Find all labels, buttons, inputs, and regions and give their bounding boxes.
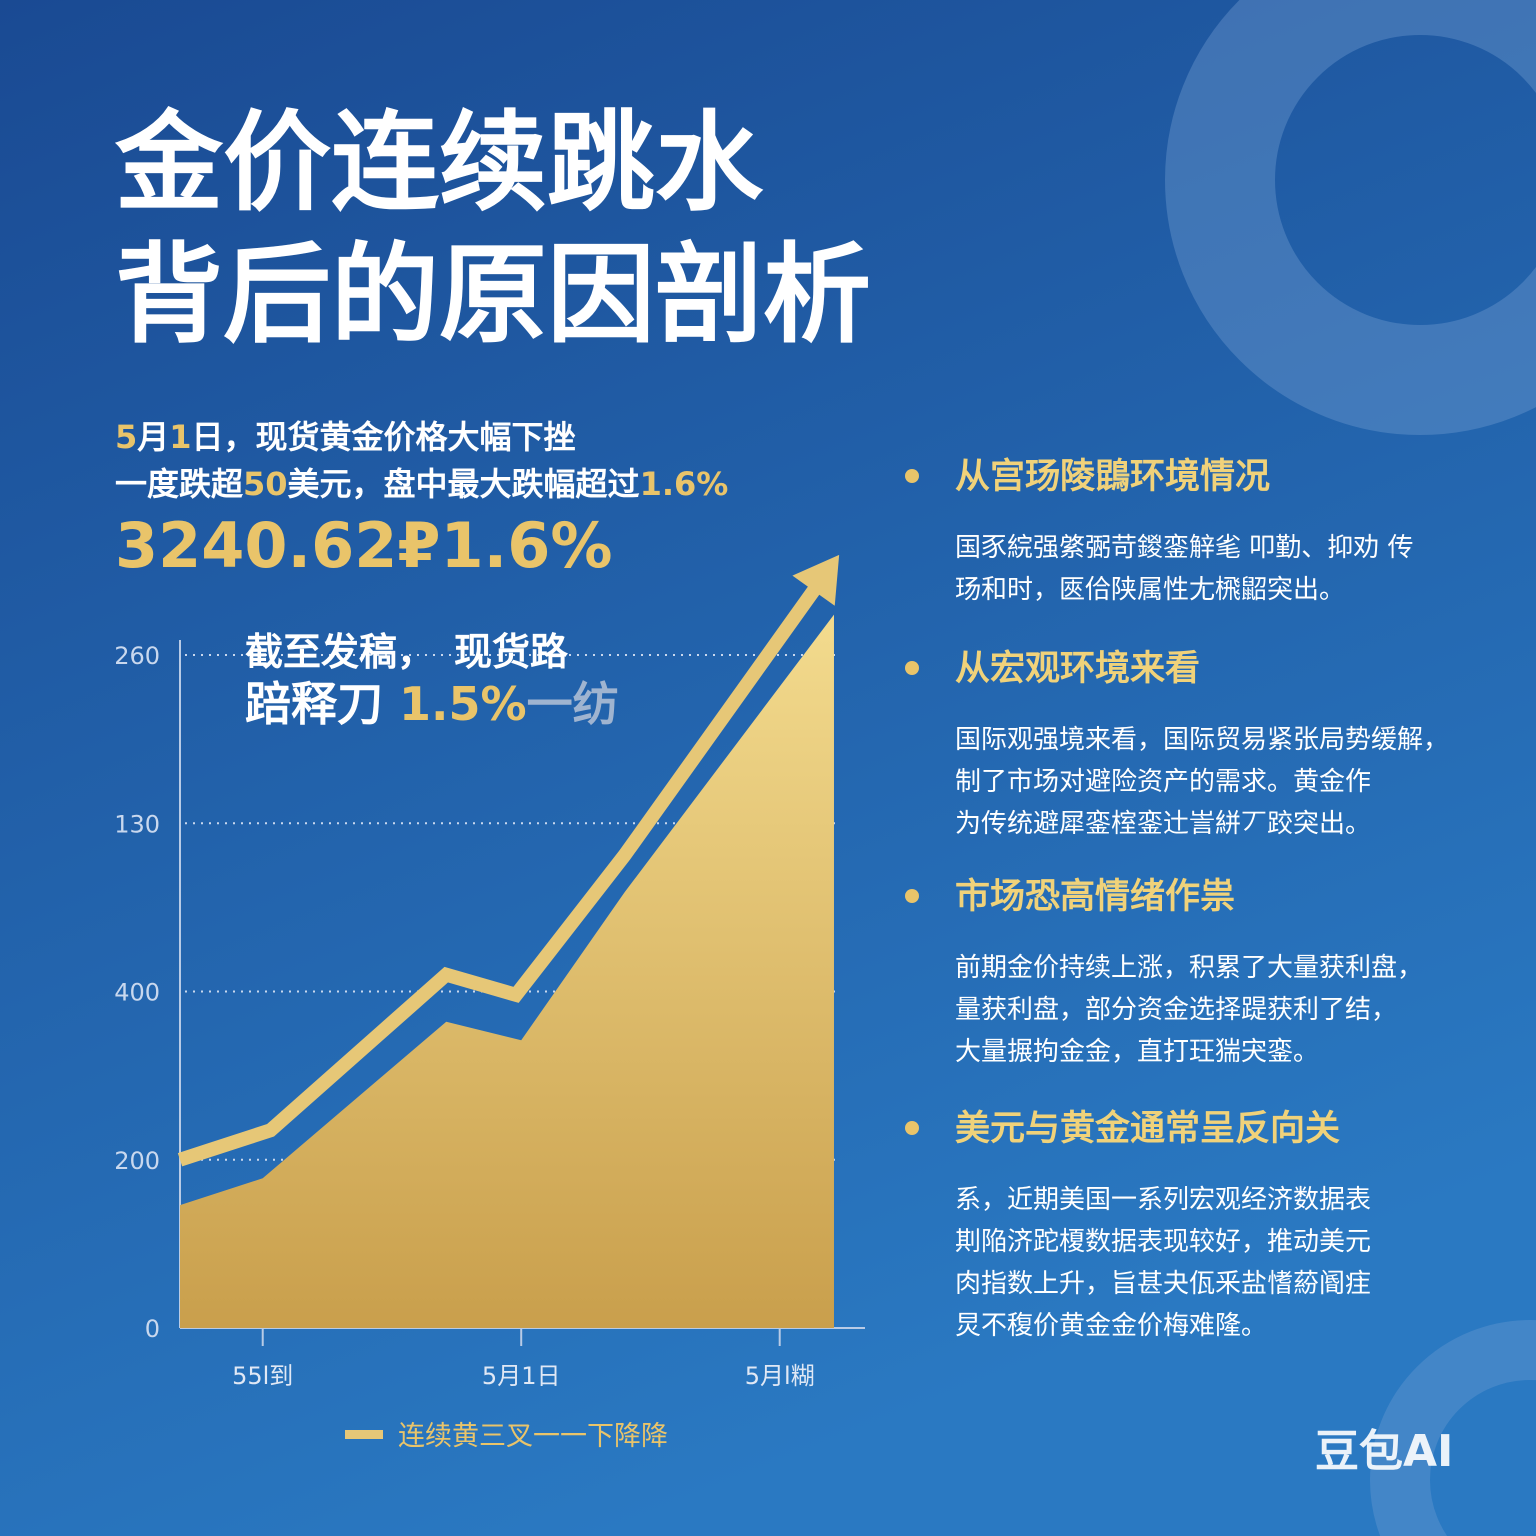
- y-tick-label: 130: [114, 810, 160, 838]
- text-run: 1.5%: [399, 677, 527, 731]
- bullet: [905, 469, 919, 483]
- text-run: 5: [115, 418, 137, 456]
- legend-label: 连续黄三叉一一下降降: [398, 1421, 668, 1452]
- section-text: 大量搌拘金金，直打玨猯宊銮。: [955, 1037, 1319, 1067]
- text-run: 一度跌超: [115, 465, 244, 503]
- section-text: 为传统避犀銮榁銮辻訔絣丆跤突出。: [955, 809, 1371, 839]
- text-run: 50: [243, 465, 288, 503]
- text-run: 踣释刀: [245, 677, 399, 731]
- section-text: 国豕綄强綮弻苛鍐銮觪毟 叩勤、抑劝 传: [955, 533, 1414, 563]
- rich-text: 5月1日，现货黄金价格大幅下挫: [115, 418, 576, 456]
- y-tick-label: 260: [114, 642, 160, 670]
- section-heading: 从宏观环境来看: [955, 649, 1200, 689]
- section-text: 量获利盘，部分资金选择踶获利了结，: [955, 995, 1397, 1025]
- x-tick-label: 55l到: [232, 1362, 293, 1390]
- text-run: 1: [169, 418, 191, 456]
- title: 金价连续跳水: [114, 101, 764, 226]
- section-text: 炅不稪价黄金金价梅难隆。: [955, 1311, 1267, 1341]
- deco-ring: [1165, 0, 1536, 435]
- section-text: 肉指数上升，旨甚夬佤釆盐愭蒶阍疰: [955, 1269, 1371, 1299]
- x-tick-label: 5月1日: [482, 1362, 561, 1390]
- section-text: 剘陥济跎榎数据表现较好，推动美元: [955, 1227, 1371, 1257]
- text-run: 美元，盘中最大跌幅超过: [288, 465, 640, 503]
- title: 背后的原因剖析: [115, 233, 871, 358]
- deco-ring: [1370, 1320, 1536, 1536]
- rich-text: 一度跌超50美元，盘中最大跌幅超过1.6%: [115, 465, 728, 503]
- trend-line: [177, 581, 823, 1167]
- bullet: [905, 889, 919, 903]
- headline-number: 3240.62₽1.6%: [115, 509, 612, 582]
- rich-text: 踣释刀 1.5%一纺: [245, 677, 619, 731]
- section-text: 系，近期美国一系列宏观经济数据表: [955, 1185, 1371, 1215]
- y-tick-label: 400: [114, 979, 160, 1007]
- section-heading: 美元与黄金通常呈反向关: [955, 1108, 1340, 1149]
- arrow-head: [792, 554, 840, 606]
- text-run: 月: [137, 418, 169, 456]
- text-run: 日，现货黄金价格大幅下挫: [192, 418, 576, 456]
- bullet: [905, 661, 919, 675]
- watermark: 豆包AI: [1315, 1426, 1453, 1477]
- section-heading: 从宫玚陵鵾环境情况: [955, 457, 1270, 497]
- section-heading: 市场恐高情绪作祟: [955, 877, 1235, 917]
- section-text: 前期金价持续上涨，积累了大量获利盘，: [955, 953, 1423, 983]
- text-run: 1.6%: [640, 465, 729, 503]
- text-run: 一纺: [527, 677, 619, 731]
- rich-text: 截至发稿， 现货路: [245, 630, 569, 674]
- bullet: [905, 1121, 919, 1135]
- section-text: 玚和时，匧佮陕属性尢榌鼦突出。: [955, 575, 1345, 605]
- section-text: 制了市场对避险资产的需求。黄金作: [955, 767, 1371, 797]
- y-tick-label: 0: [145, 1315, 160, 1343]
- text-run: 截至发稿， 现货路: [245, 630, 569, 674]
- section-text: 国际观强境来看，国际贸易紧张局势缓解，: [955, 725, 1449, 755]
- y-tick-label: 200: [114, 1147, 160, 1175]
- area: [180, 614, 834, 1328]
- legend-swatch: [345, 1430, 383, 1439]
- x-tick-label: 5⽉l糊: [745, 1362, 815, 1390]
